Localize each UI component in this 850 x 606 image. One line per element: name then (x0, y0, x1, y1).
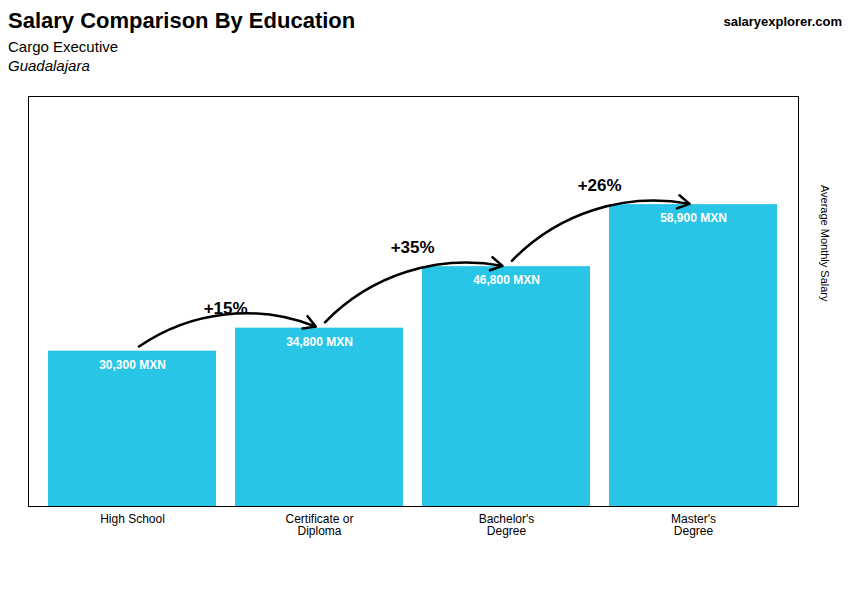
svg-text:Bachelor'sDegree: Bachelor'sDegree (479, 512, 535, 538)
svg-text:+26%: +26% (578, 176, 622, 195)
svg-text:+15%: +15% (204, 299, 248, 318)
svg-text:58,900 MXN: 58,900 MXN (660, 211, 727, 225)
svg-text:Master'sDegree: Master'sDegree (671, 512, 716, 538)
svg-text:46,800 MXN: 46,800 MXN (473, 273, 540, 287)
svg-text:+35%: +35% (391, 238, 435, 257)
html-text:Cargo Executive: Cargo Executive (8, 38, 119, 55)
html-text:Guadalajara: Guadalajara (8, 57, 90, 74)
svg-text:34,800 MXN: 34,800 MXN (286, 335, 353, 349)
svg-text:30,300 MXN: 30,300 MXN (99, 358, 166, 372)
svg-text:Certificate orDiploma: Certificate orDiploma (285, 512, 353, 538)
svg-text:Average Monthly Salary: Average Monthly Salary (819, 185, 831, 302)
svg-text:High School: High School (100, 512, 165, 526)
html-text:Salary Comparison By Education: Salary Comparison By Education (8, 8, 356, 33)
html-text:salaryexplorer.com: salaryexplorer.com (723, 14, 842, 29)
